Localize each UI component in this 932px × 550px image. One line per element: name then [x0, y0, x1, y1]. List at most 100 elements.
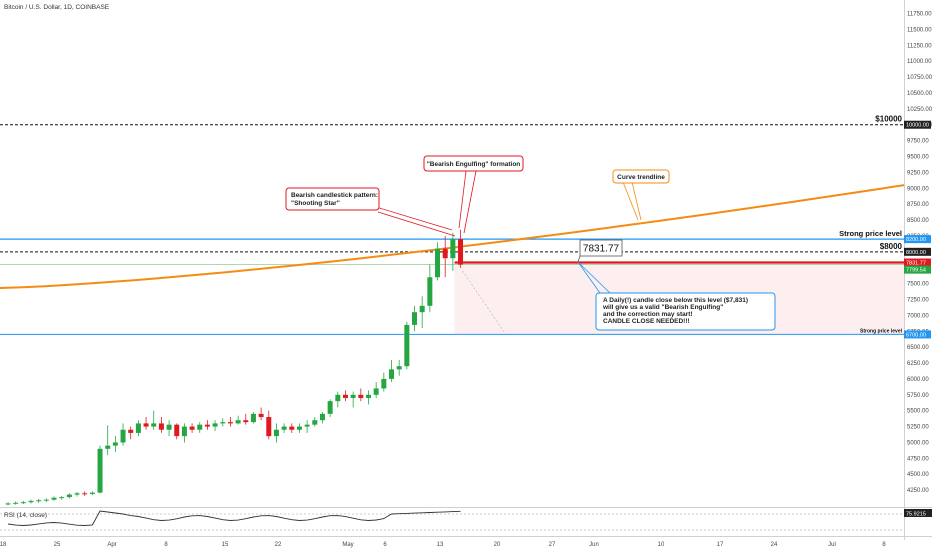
tag-8000-text: 8000.00 [906, 250, 926, 256]
tag-7799-text: 7799.54 [906, 268, 926, 274]
tag-7831 [904, 258, 931, 267]
price-tick-label: 6500.00 [907, 345, 929, 351]
price-tick-label: 4750.00 [907, 456, 929, 462]
note-line-2: will give us a valid "Bearish Engulfing" [602, 304, 723, 311]
projection-arrow [462, 270, 506, 334]
candle-body [427, 277, 433, 306]
time-tick-label: Jul [828, 542, 836, 548]
candle-body [20, 502, 26, 504]
note-callout: A Daily(!) candle close below this level… [577, 261, 776, 331]
tag-10000 [904, 120, 931, 129]
tag-8200-text: 8200.00 [906, 237, 926, 243]
price-tick-label: 9500.00 [907, 155, 929, 161]
price-tick-label: 10750.00 [907, 75, 932, 81]
rsi-line-layer [0, 510, 904, 531]
candle-body [296, 426, 302, 430]
candle-body [74, 493, 80, 495]
candle-body [335, 394, 341, 402]
price-tick-label: 7000.00 [907, 313, 929, 319]
candle-body [36, 500, 42, 502]
candle-body [227, 422, 233, 424]
tag-7831-text: 7831.77 [906, 261, 926, 267]
price-tick-label: 5250.00 [907, 425, 929, 431]
candle-body [350, 394, 356, 398]
price-callout: 7831.77 [577, 239, 623, 263]
time-tick-label: 22 [275, 542, 282, 548]
candle-body [266, 417, 272, 437]
candle-body [319, 413, 325, 421]
tag-6700 [904, 330, 931, 339]
candle-body [404, 324, 410, 367]
price-tick-label: 8500.00 [907, 218, 929, 224]
candle-body [235, 420, 241, 424]
candle-body [442, 248, 448, 259]
shooting-star-text-2: "Shooting Star" [291, 200, 340, 207]
candle-body [412, 312, 418, 325]
candle-body [212, 423, 218, 427]
candle-body [273, 429, 279, 437]
price-tick-label: 10250.00 [907, 107, 932, 113]
level-10000-label: $10000 [875, 115, 902, 124]
tag-6700-text: 6700.00 [906, 332, 926, 338]
time-tick-label: 25 [54, 542, 61, 548]
price-tick-label: 8750.00 [907, 202, 929, 208]
tag-7799 [904, 265, 931, 274]
candle-body [66, 494, 72, 498]
candle-body [5, 503, 11, 505]
candle-body [373, 388, 379, 395]
time-axis: 18 25 Apr 8 15 22 May 6 13 20 27 Jun 10 17 24 Jul 8 [0, 542, 886, 548]
price-tick-label: 10500.00 [907, 91, 932, 97]
candle-body [396, 366, 402, 370]
time-tick-label: 27 [549, 542, 556, 548]
rsi-pane [0, 508, 904, 536]
price-tick-label: 5500.00 [907, 409, 929, 415]
chart-title: Bitcoin / U.S. Dollar, 1D, COINBASE [4, 4, 110, 11]
candle-body [158, 423, 164, 430]
tag-8200 [904, 235, 931, 244]
shooting-star-text-1: Bearish candlestick pattern: [291, 192, 378, 199]
candle-body [43, 499, 49, 501]
candle-body [258, 413, 264, 418]
price-tick-label: 6000.00 [907, 377, 929, 383]
candle-body [204, 424, 210, 427]
candle-body [312, 420, 318, 425]
time-tick-label: 8 [164, 542, 168, 548]
time-tick-label: 15 [222, 542, 229, 548]
note-line-4: CANDLE CLOSE NEEDED!!! [603, 318, 690, 325]
candle-body [174, 424, 180, 437]
candle-body [197, 424, 203, 430]
price-tick-label: 9000.00 [907, 186, 929, 192]
time-tick-label: 18 [0, 542, 7, 548]
candle-body [281, 426, 287, 430]
time-tick-label: 8 [882, 542, 886, 548]
candle-body [151, 423, 157, 427]
time-tick-label: 10 [658, 542, 665, 548]
candle-body [51, 497, 57, 500]
price-callout-text: 7831.77 [583, 244, 620, 255]
rsi-value: 75.9215 [906, 512, 926, 518]
candle-body [181, 426, 187, 437]
time-tick-label: Jun [589, 542, 599, 548]
candle-body [135, 423, 141, 433]
candle-body [13, 502, 19, 504]
candle-body [59, 497, 65, 499]
time-tick-label: 6 [383, 542, 387, 548]
candle-body [143, 423, 149, 427]
candle-body [450, 239, 456, 259]
candle-body [389, 369, 394, 379]
engulfing-text: "Bearish Engulfing" formation [427, 161, 521, 168]
candle-body [82, 493, 88, 495]
price-tick-label: 5000.00 [907, 440, 929, 446]
tag-10000-text: 10000.00 [906, 123, 929, 129]
tag-8000 [904, 247, 931, 256]
candle-body [97, 448, 103, 493]
price-tick-label: 5750.00 [907, 393, 929, 399]
curve-trendline-text: Curve trendline [617, 174, 665, 181]
note-line-3: and the correction may start! [603, 311, 693, 318]
candle-body [120, 429, 126, 443]
time-tick-label: 24 [771, 542, 778, 548]
candle-body [289, 426, 295, 430]
note-line-1: A Daily(!) candle close below this level… [603, 297, 748, 304]
candle-body [250, 413, 256, 423]
